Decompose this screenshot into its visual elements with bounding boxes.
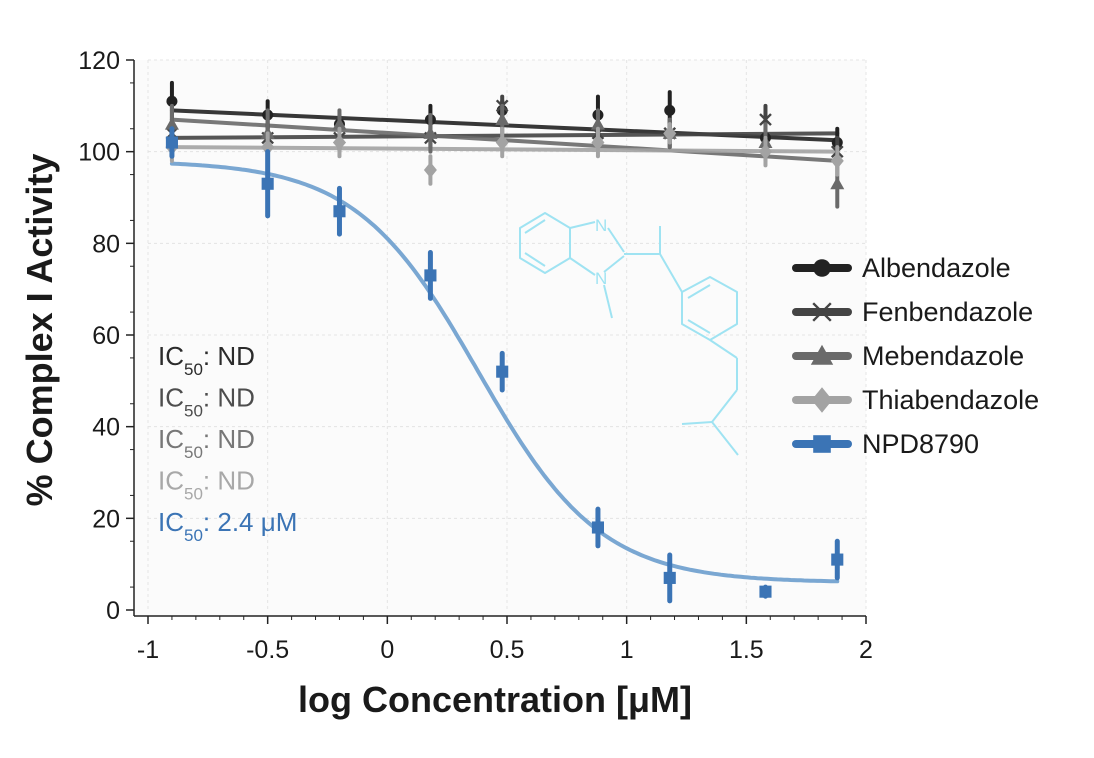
ic50-label: IC [158, 466, 184, 496]
ic50-value: : ND [203, 341, 255, 371]
legend-item-albendazole: Albendazole [792, 253, 1011, 283]
y-tick-label: 20 [92, 505, 120, 533]
legend-label: Fenbendazole [862, 297, 1033, 327]
ic50-value: : ND [203, 383, 255, 413]
ic50-value: : ND [203, 424, 255, 454]
ic50-subscript: 50 [184, 443, 203, 462]
fenbendazole-fit-line [169, 131, 840, 140]
thiabendazole-point [758, 143, 772, 160]
npd8790-point [261, 177, 274, 190]
mebendazole-point [332, 117, 347, 130]
data-points [164, 80, 845, 604]
x-tick-label: 0.5 [490, 636, 525, 664]
mebendazole-point [590, 117, 605, 130]
legend-label: Thiabendazole [862, 385, 1039, 415]
x-tick-label: 1 [620, 636, 634, 664]
axes: 0 20 40 60 80 100 120 -1 -0.5 0 0.5 1 1.5 2 [78, 47, 873, 664]
mebendazole-point [423, 126, 438, 139]
npd8790-point [165, 136, 178, 149]
y-tick-label: 100 [78, 139, 120, 167]
ic50-subscript: 50 [184, 402, 203, 421]
y-tick-label: 40 [92, 414, 120, 442]
x-axis-title: log Concentration [μM] [298, 679, 692, 720]
npd8790-point [496, 365, 509, 378]
thiabendazole-point [261, 139, 275, 156]
x-tick-label: -1 [137, 636, 159, 664]
legend-label: Albendazole [862, 253, 1011, 283]
legend-marker [812, 302, 832, 322]
legend-label: NPD8790 [862, 429, 979, 459]
ic50-value: : ND [203, 466, 255, 496]
thiabendazole-point [495, 134, 509, 151]
x-tick-label: 0 [380, 636, 394, 664]
npd8790-fit-curve [169, 161, 840, 584]
thiabendazole-point [830, 152, 844, 169]
y-axis-title: % Complex I Activity [19, 154, 60, 507]
ic50-label: IC [158, 383, 184, 413]
mebendazole-point [164, 117, 179, 130]
ic50-subscript: 50 [184, 526, 203, 545]
x-tick-label: 2 [859, 636, 873, 664]
x-tick-label: -0.5 [246, 636, 289, 664]
ic50-subscript: 50 [184, 360, 203, 379]
legend-marker [810, 344, 834, 365]
structure-n-label: N [595, 269, 607, 288]
ic50-subscript: 50 [184, 485, 203, 504]
mebendazole-point [830, 176, 845, 190]
npd8790-point [663, 571, 676, 584]
npd8790-point [591, 521, 604, 534]
legend-item-npd8790: NPD8790 [792, 429, 979, 459]
y-tick-label: 0 [106, 597, 120, 625]
y-tick-label: 60 [92, 322, 120, 350]
thiabendazole-point [663, 125, 677, 142]
y-tick-label: 120 [78, 47, 120, 75]
thiabendazole-fit-line [169, 145, 840, 154]
legend-marker [813, 259, 831, 277]
albendazole-point [664, 104, 676, 116]
thiabendazole-point [332, 134, 346, 151]
npd8790-point [831, 553, 844, 566]
albendazole-point [166, 95, 178, 107]
legend-marker [811, 387, 833, 413]
ic50-annotation: IC50: ND [158, 383, 255, 421]
legend-item-fenbendazole: Fenbendazole [792, 297, 1033, 327]
y-tick-label: 80 [92, 230, 120, 258]
thiabendazole-point [423, 162, 437, 178]
legend-label: Mebendazole [862, 341, 1024, 371]
ic50-annotation: IC50: ND [158, 466, 255, 504]
chemical-structure-icon: N N [519, 212, 739, 456]
ic50-annotation: IC50: ND [158, 341, 255, 379]
x-tick-label: 1.5 [729, 636, 764, 664]
ic50-label: IC [158, 507, 184, 537]
legend-marker [813, 435, 831, 453]
thiabendazole-point [591, 134, 605, 151]
npd8790-point [759, 585, 772, 598]
npd8790-point [424, 269, 437, 282]
ic50-annotation: IC50: ND [158, 424, 255, 462]
legend-item-thiabendazole: Thiabendazole [792, 385, 1039, 415]
legend: Albendazole Fenbendazole Mebendazole Thiabe… [792, 253, 1039, 459]
ic50-value: : 2.4 μM [203, 507, 297, 537]
fenbendazole-point [759, 113, 772, 126]
npd8790-point [333, 205, 346, 218]
ic50-label: IC [158, 341, 184, 371]
legend-item-mebendazole: Mebendazole [792, 341, 1024, 371]
ic50-annotation: IC50: 2.4 μM [158, 507, 297, 545]
ic50-label: IC [158, 424, 184, 454]
mebendazole-point [495, 112, 510, 126]
structure-n-label: N [595, 216, 607, 235]
